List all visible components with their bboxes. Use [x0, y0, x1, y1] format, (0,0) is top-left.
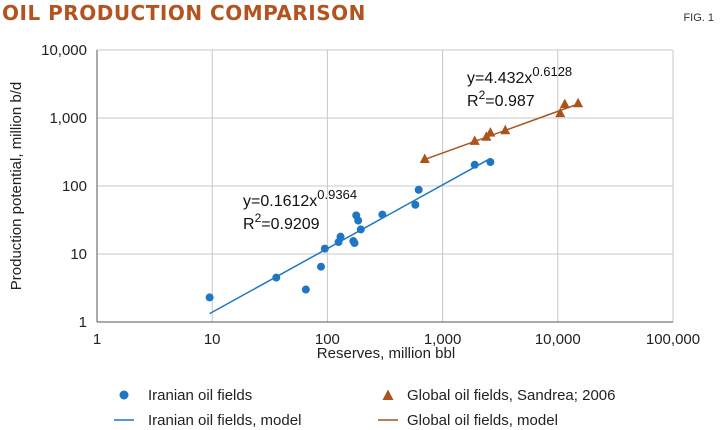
iran-data-point [470, 160, 479, 169]
iran-r2-prefix: R [243, 216, 255, 233]
iran-equation: y=0.1612x0.9364 [243, 187, 357, 210]
x-tick-label: 10 [204, 331, 221, 348]
iran-model-line [209, 157, 491, 315]
legend-triangle-marker [382, 389, 394, 400]
y-tick-label: 100 [62, 178, 87, 195]
iran-data-point [320, 244, 329, 253]
iran-data-point [486, 158, 495, 167]
y-tick-label: 10 [70, 246, 87, 263]
x-axis-label: Reserves, million bbl [317, 345, 455, 362]
iran-data-point [378, 210, 387, 219]
legend-iranian-model: Iranian oil fields, model [148, 412, 301, 429]
global-r2-prefix: R [467, 93, 479, 110]
global-r2-value: =0.987 [485, 93, 534, 110]
iran-data-point [356, 225, 365, 234]
global-data-point [555, 107, 566, 118]
legend-iranian-fields: Iranian oil fields [148, 387, 252, 404]
axes [96, 50, 673, 323]
iran-data-point [411, 200, 420, 209]
x-tick-label: 100 [315, 331, 340, 348]
global-eq-prefix: y=4.432x [467, 70, 532, 87]
global-data-point [485, 127, 496, 137]
y-tick-label: 1,000 [49, 110, 87, 127]
legend-global-model: Global oil fields, model [407, 412, 558, 429]
iran-r2: R2=0.9209 [243, 211, 320, 233]
global-data-point [419, 153, 430, 163]
iran-eq-exponent: 0.9364 [317, 187, 357, 202]
global-data-point [573, 97, 584, 108]
global-data-point [469, 135, 480, 145]
iran-data-point [205, 293, 214, 302]
global-data-point [559, 98, 570, 109]
legend-global-fields: Global oil fields, Sandrea; 2006 [407, 387, 615, 404]
iran-eq-prefix: y=0.1612x [243, 193, 317, 210]
model-lines [209, 103, 579, 315]
grid-lines [96, 49, 674, 323]
figure-label: FIG. 1 [683, 12, 714, 24]
iran-data-point [272, 273, 281, 282]
x-tick-label: 1 [93, 331, 101, 348]
tick-labels: 1 10 100 1,000 10,000 100,000 1 10 100 1,000 10,00… [41, 42, 700, 348]
global-equation: y=4.432x0.6128 [467, 64, 572, 87]
global-r2: R2=0.987 [467, 88, 535, 110]
x-tick-label: 100,000 [646, 331, 700, 348]
iran-data-point [350, 239, 359, 248]
x-tick-label: 10,000 [535, 331, 581, 348]
iran-data-point [354, 216, 363, 225]
iran-data-point [336, 232, 345, 241]
y-tick-label: 10,000 [41, 42, 87, 59]
iran-data-point [317, 262, 326, 271]
iran-data-point [414, 185, 423, 194]
iran-r2-value: =0.9209 [261, 216, 319, 233]
global-r2-sup: 2 [479, 88, 486, 102]
global-data-point [500, 124, 511, 135]
x-tick-label: 1,000 [424, 331, 462, 348]
y-tick-label: 1 [79, 314, 87, 331]
iran-data-point [301, 285, 310, 294]
data-points [205, 97, 584, 302]
legend-circle-marker [119, 390, 129, 400]
legend: Iranian oil fields Iranian oil fields, m… [114, 387, 615, 429]
iran-r2-sup: 2 [255, 211, 262, 225]
chart-title: OIL PRODUCTION COMPARISON [2, 1, 366, 25]
y-axis-label: Production potential, million b/d [8, 82, 25, 290]
global-model-line [424, 103, 579, 161]
global-eq-exponent: 0.6128 [532, 64, 572, 79]
